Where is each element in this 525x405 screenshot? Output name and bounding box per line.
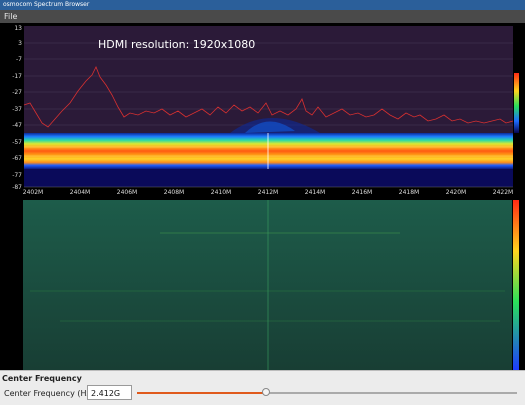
y-tick-label: -17 — [12, 73, 22, 80]
band-floor — [24, 169, 513, 187]
center-frequency-input[interactable]: 2.412G — [87, 385, 132, 400]
menu-file[interactable]: File — [4, 12, 18, 21]
window-title-bar: osmocom Spectrum Browser — [0, 0, 525, 10]
band-streaks — [24, 146, 513, 157]
x-tick-label: 2416M — [351, 189, 373, 196]
center-frequency-slider[interactable] — [137, 388, 517, 396]
slider-thumb[interactable] — [262, 388, 271, 396]
menu-bar: File — [0, 10, 525, 23]
x-tick-label: 2404M — [69, 189, 91, 196]
center-frequency-panel: Center Frequency Center Frequency (Hz): … — [0, 370, 525, 405]
x-tick-label: 2402M — [22, 189, 44, 196]
waterfall-lines — [30, 200, 505, 370]
y-tick-label: -67 — [12, 155, 22, 162]
y-tick-label: -27 — [12, 89, 22, 96]
x-tick-label: 2410M — [210, 189, 232, 196]
window-title: osmocom Spectrum Browser — [3, 1, 90, 8]
x-tick-label: 2412M — [257, 189, 279, 196]
y-tick-label: -77 — [12, 172, 22, 179]
slider-fill — [137, 392, 267, 394]
y-tick-label: -57 — [12, 139, 22, 146]
x-tick-label: 2422M — [492, 189, 514, 196]
center-frequency-label: Center Frequency (Hz): — [4, 389, 97, 398]
y-tick-label: -37 — [12, 106, 22, 113]
waterfall-color-scale — [513, 200, 519, 370]
x-tick-label: 2408M — [163, 189, 185, 196]
signal-bump-halo — [230, 118, 320, 133]
y-tick-label: -47 — [12, 122, 22, 129]
max-hold-trace — [23, 66, 514, 128]
spectrum-color-scale — [514, 73, 519, 133]
x-tick-label: 2418M — [398, 189, 420, 196]
x-tick-label: 2414M — [304, 189, 326, 196]
signal-density-band — [24, 133, 513, 169]
x-tick-label: 2420M — [445, 189, 467, 196]
x-tick-label: 2406M — [116, 189, 138, 196]
overlay-text: HDMI resolution: 1920x1080 — [98, 38, 256, 51]
y-tick-label: 13 — [14, 25, 22, 32]
spectrum-browser-area: 13 3 -7 -17 -27 -37 -47 -57 -67 -77 -87 … — [0, 23, 525, 370]
panel-title: Center Frequency — [2, 374, 82, 383]
y-tick-label: 3 — [18, 40, 22, 47]
spectrum-display — [23, 26, 519, 370]
y-tick-label: -87 — [12, 184, 22, 191]
y-tick-label: -7 — [16, 56, 22, 63]
